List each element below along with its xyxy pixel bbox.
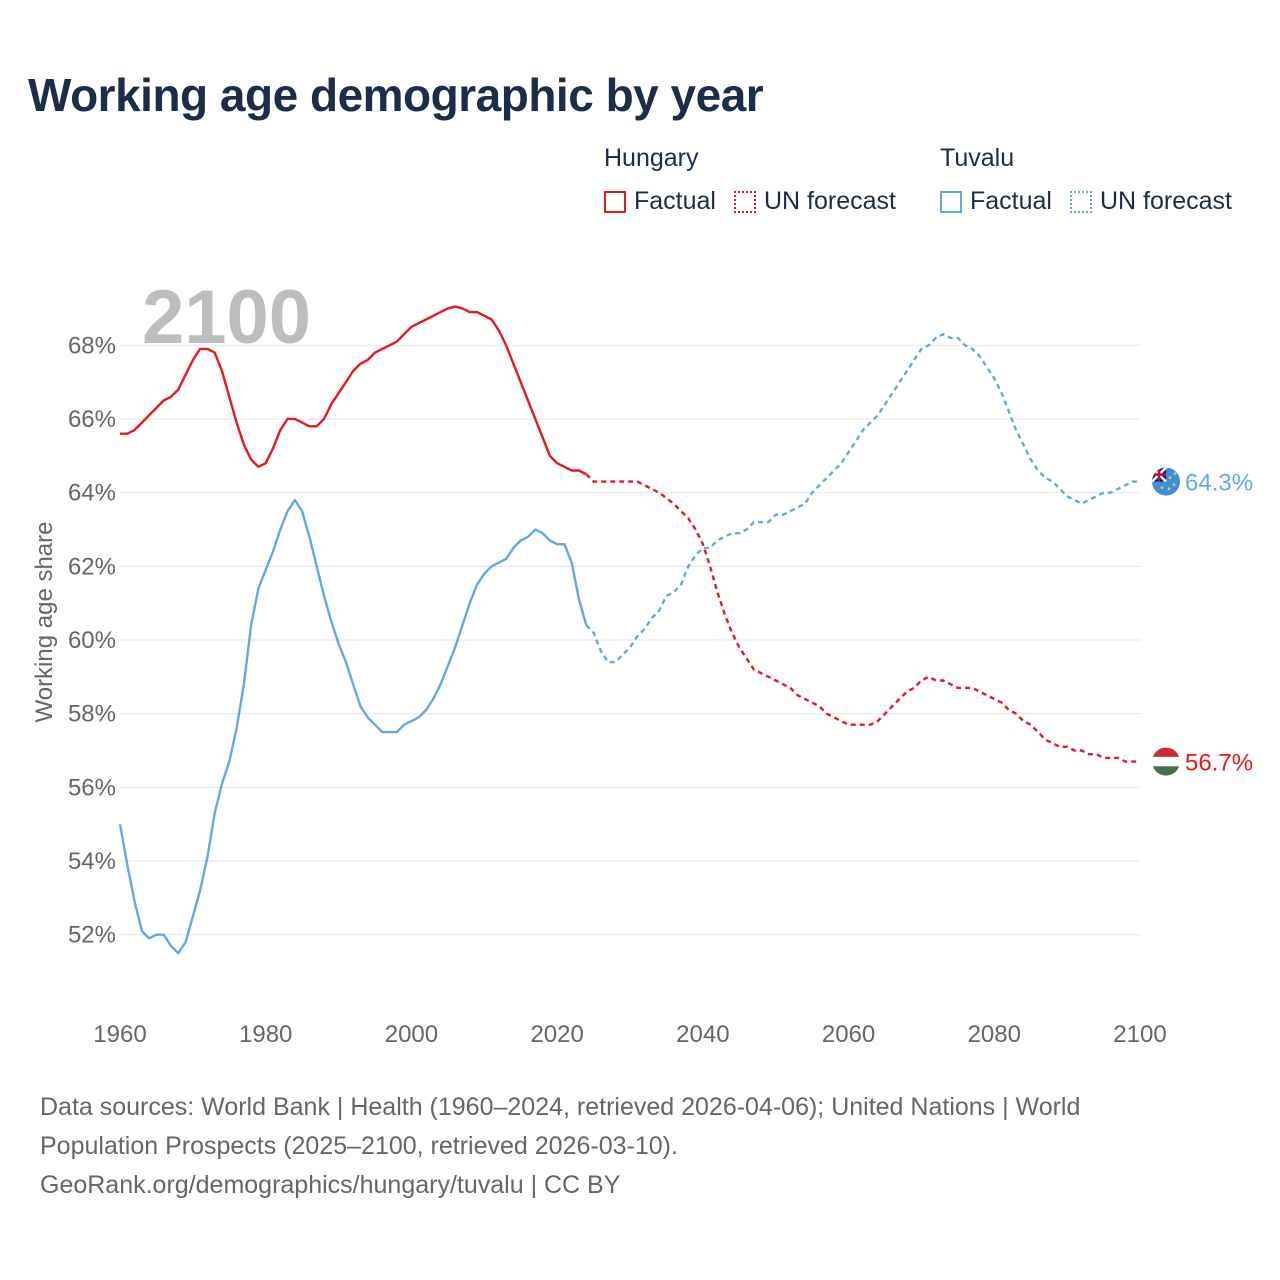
legend-tuvalu-factual-label: Factual <box>970 187 1052 215</box>
footer-line-1: Data sources: World Bank | Health (1960–… <box>40 1093 1081 1121</box>
legend-hungary-forecast-swatch <box>733 190 756 213</box>
hungary-end-value-label: 56.7% <box>1185 750 1253 777</box>
legend-tuvalu-forecast-label: UN forecast <box>1099 187 1232 215</box>
x-tick-label: 2060 <box>822 1021 875 1048</box>
legend-hungary: Hungary Factual UN forecast <box>604 144 914 216</box>
legend-tuvalu-factual-swatch <box>940 190 962 213</box>
legend-tuvalu-forecast-swatch <box>1069 190 1092 213</box>
hungary-flag-icon <box>1152 747 1180 776</box>
y-tick-label: 62% <box>68 553 116 580</box>
tuvalu-end-value-label: 64.3% <box>1185 470 1253 497</box>
legend-tuvalu-name: Tuvalu <box>940 144 1015 172</box>
tuvalu-flag-icon <box>1152 467 1180 496</box>
x-tick-label: 2100 <box>1113 1021 1166 1048</box>
series-line-tuvalu-forecast[interactable] <box>585 332 1140 664</box>
y-axis-title: Working age share <box>31 522 58 723</box>
y-tick-label: 54% <box>68 848 116 875</box>
footer-sources: Data sources: World Bank | Health (1960–… <box>40 1088 1240 1205</box>
y-tick-label: 66% <box>68 406 116 433</box>
x-tick-label: 2000 <box>385 1021 438 1048</box>
legend-hungary-name: Hungary <box>604 144 699 172</box>
y-tick-label: 68% <box>68 332 116 359</box>
series-line-hungary-factual[interactable] <box>120 305 587 476</box>
series-line-hungary-forecast[interactable] <box>585 473 1140 763</box>
x-tick-label: 2080 <box>968 1021 1021 1048</box>
y-tick-label: 60% <box>68 627 116 654</box>
legend-tuvalu: Tuvalu Factual UN forecast <box>940 144 1250 216</box>
legend-hungary-factual-swatch <box>604 190 626 213</box>
series-line-tuvalu-factual[interactable] <box>118 498 588 955</box>
y-tick-label: 56% <box>68 774 116 801</box>
x-tick-label: 2040 <box>676 1021 729 1048</box>
footer-line-2: Population Prospects (2025–2100, retriev… <box>40 1132 678 1160</box>
footer-line-3[interactable]: GeoRank.org/demographics/hungary/tuvalu … <box>40 1171 621 1199</box>
line-chart: 2100 52% 54% 56% 58% 60% 62% 64% 66% 68% 1960 1980… <box>31 275 1253 1048</box>
legend-tuvalu-factual[interactable]: Factual <box>940 187 1052 216</box>
chart-title: Working age demographic by year <box>28 69 764 121</box>
y-tick-label: 52% <box>68 922 116 949</box>
x-tick-label: 1980 <box>239 1021 292 1048</box>
y-tick-label: 58% <box>68 701 116 728</box>
legend-hungary-forecast-label: UN forecast <box>763 187 896 215</box>
legend-hungary-factual[interactable]: Factual <box>604 187 716 216</box>
legend-tuvalu-forecast[interactable]: UN forecast <box>1069 187 1232 216</box>
legend-hungary-factual-label: Factual <box>634 187 716 215</box>
x-tick-label: 2020 <box>530 1021 583 1048</box>
year-overlay: 2100 <box>142 275 311 360</box>
y-tick-label: 64% <box>68 480 116 507</box>
legend-hungary-forecast[interactable]: UN forecast <box>733 187 896 216</box>
x-tick-label: 1960 <box>93 1021 146 1048</box>
